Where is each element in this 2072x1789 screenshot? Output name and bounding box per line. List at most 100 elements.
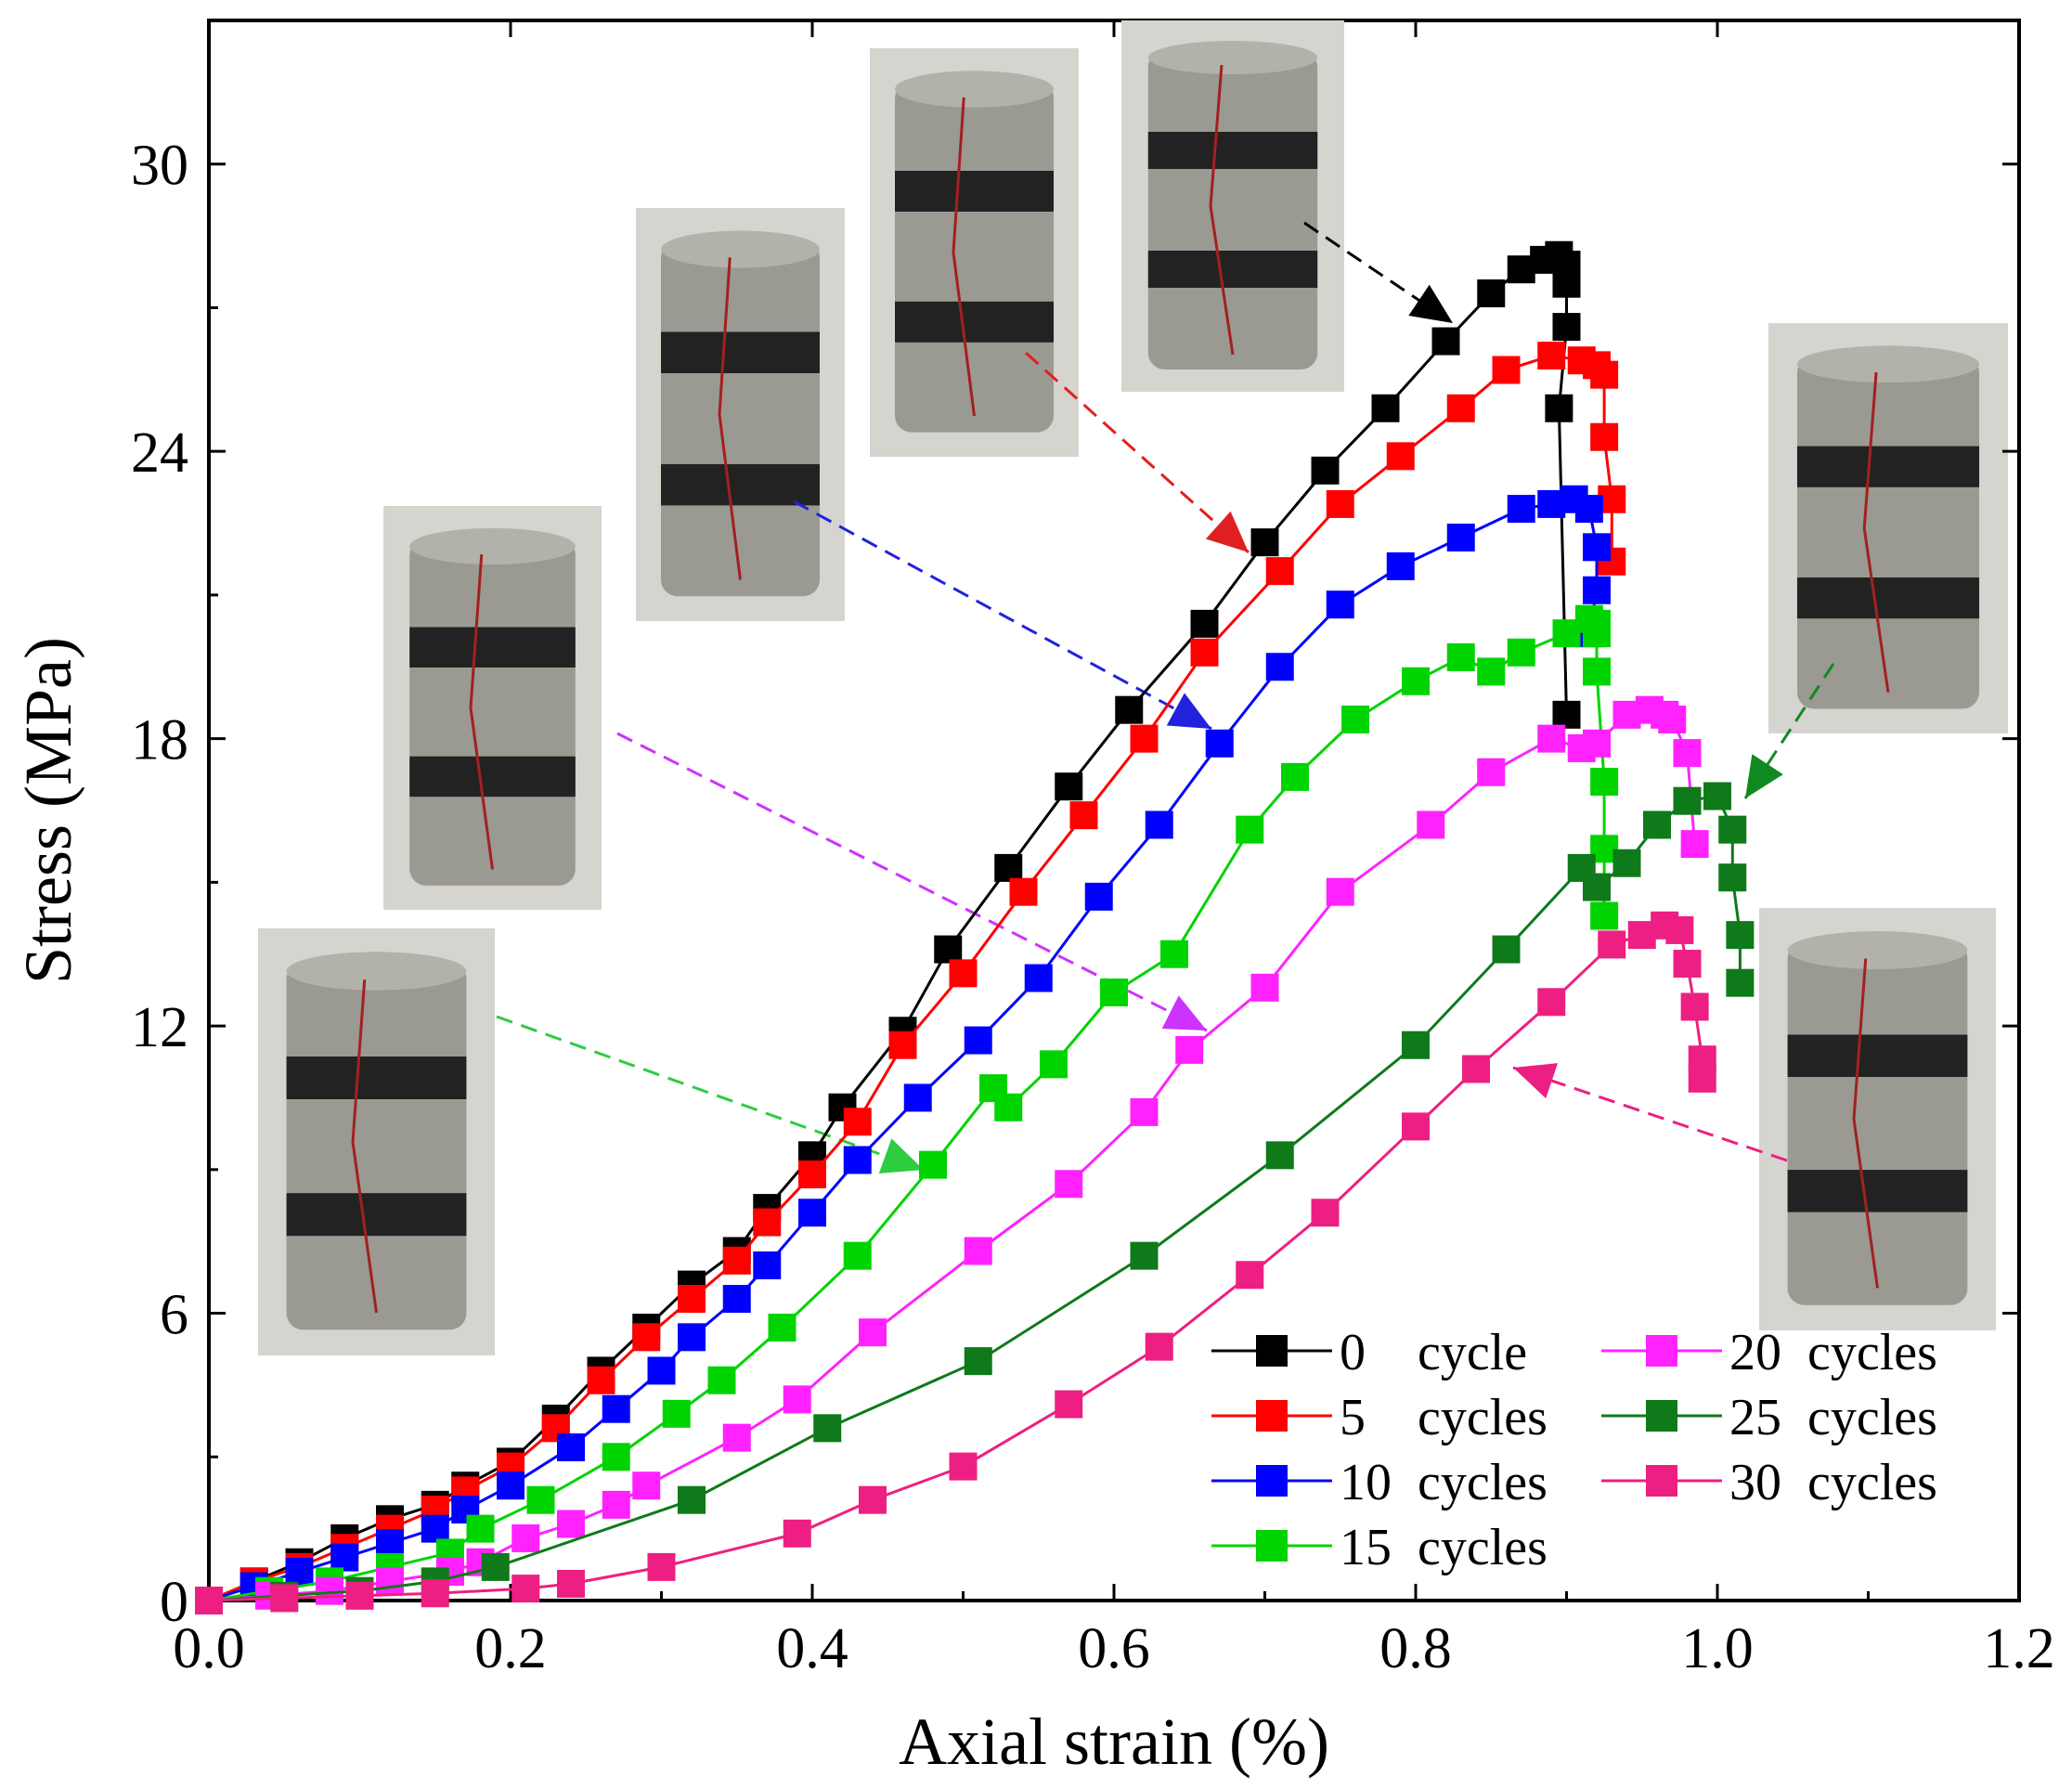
data-point	[602, 1394, 630, 1423]
data-point	[949, 1452, 978, 1481]
data-point	[964, 1026, 992, 1055]
series-30-cycles	[195, 911, 1716, 1614]
data-point	[647, 1552, 676, 1581]
data-point	[1537, 342, 1566, 370]
specimen-photo	[1759, 908, 1996, 1330]
data-point	[1281, 762, 1309, 791]
data-point	[783, 1385, 811, 1414]
pointer-arrow	[1512, 1063, 1788, 1162]
data-point	[678, 1323, 706, 1352]
data-point	[859, 1485, 887, 1514]
data-point	[1326, 877, 1354, 906]
data-point	[1583, 657, 1611, 686]
legend-count: 15	[1340, 1519, 1392, 1576]
x-tick-label: 1.2	[1983, 1617, 2055, 1680]
x-axis-label: Axial strain (%)	[899, 1705, 1329, 1779]
legend-count: 20	[1729, 1324, 1781, 1381]
data-point	[678, 1485, 706, 1514]
data-point	[1326, 489, 1354, 518]
data-point	[753, 1251, 782, 1279]
legend-marker	[1256, 1465, 1288, 1497]
legend-marker	[1256, 1400, 1288, 1432]
data-point	[376, 1567, 404, 1596]
data-point	[1673, 739, 1702, 768]
x-tick-label: 0.0	[173, 1617, 245, 1680]
data-point	[1100, 978, 1128, 1006]
data-point	[1130, 724, 1159, 753]
data-point	[1205, 729, 1234, 758]
data-point	[376, 1529, 404, 1558]
data-point	[1462, 1055, 1490, 1083]
data-point	[678, 1285, 706, 1314]
data-point	[1545, 394, 1573, 422]
data-point	[1265, 1141, 1294, 1170]
data-point	[632, 1323, 661, 1352]
data-point	[421, 1514, 449, 1543]
legend-unit: cycles	[1418, 1519, 1548, 1576]
data-point	[1590, 422, 1619, 451]
specimen-pointers	[496, 221, 1835, 1173]
data-point	[1386, 442, 1415, 471]
legend-count: 5	[1340, 1389, 1366, 1446]
specimen-photo	[636, 208, 845, 621]
data-point	[1402, 1112, 1430, 1141]
legend-unit: cycles	[1807, 1389, 1937, 1446]
legend-marker	[1256, 1335, 1288, 1367]
data-point	[421, 1579, 449, 1608]
legend: 0 cycle 5 cycles 10 cycles 15 cycles 20 cycles 25 c…	[1211, 1324, 1937, 1576]
series-line	[208, 794, 1742, 1602]
legend-unit: cycles	[1418, 1389, 1548, 1446]
data-point	[1055, 1390, 1083, 1419]
legend-marker	[1646, 1335, 1677, 1367]
x-tick-label: 0.4	[776, 1617, 848, 1680]
data-point	[1643, 810, 1671, 839]
data-point	[1477, 657, 1506, 686]
data-point	[1250, 973, 1279, 1002]
data-point	[526, 1485, 555, 1514]
data-point	[1115, 695, 1144, 724]
pointer-arrow	[1024, 351, 1250, 554]
data-point	[722, 1246, 751, 1275]
legend-count: 30	[1729, 1454, 1781, 1511]
x-tick-label: 0.2	[474, 1617, 547, 1680]
data-point	[1055, 772, 1083, 801]
data-point	[1590, 768, 1619, 797]
legend-unit: cycles	[1807, 1454, 1937, 1511]
data-point	[1583, 729, 1611, 758]
data-point	[1236, 1261, 1264, 1290]
data-point	[1552, 313, 1581, 342]
data-point	[1665, 915, 1694, 944]
data-point	[1265, 557, 1294, 586]
data-point	[1326, 590, 1354, 619]
data-point	[1718, 815, 1747, 844]
data-point	[512, 1523, 540, 1552]
data-point	[1009, 877, 1038, 906]
data-point	[1311, 456, 1340, 485]
data-point	[1590, 901, 1619, 930]
data-point	[1175, 1035, 1204, 1064]
data-point	[798, 1199, 826, 1227]
data-point	[1680, 992, 1709, 1021]
data-point	[557, 1569, 585, 1598]
data-point	[1446, 394, 1475, 422]
data-point	[1402, 667, 1430, 695]
data-point	[1703, 782, 1731, 810]
data-point	[1583, 873, 1611, 901]
data-point	[1598, 930, 1626, 959]
y-tick-label: 30	[131, 135, 188, 198]
data-point	[1673, 950, 1702, 979]
data-point	[1658, 706, 1687, 734]
data-point	[888, 1031, 917, 1059]
data-point	[1145, 810, 1173, 839]
data-point	[1492, 935, 1521, 964]
specimen-photo	[258, 928, 495, 1355]
data-point	[994, 1093, 1023, 1121]
data-point	[1311, 1199, 1340, 1227]
data-point	[1583, 533, 1611, 562]
pointer-arrow	[793, 499, 1212, 731]
data-point	[557, 1510, 585, 1538]
legend-entry: 30 cycles	[1601, 1454, 1937, 1511]
data-point	[466, 1514, 495, 1543]
data-point	[1726, 921, 1755, 950]
